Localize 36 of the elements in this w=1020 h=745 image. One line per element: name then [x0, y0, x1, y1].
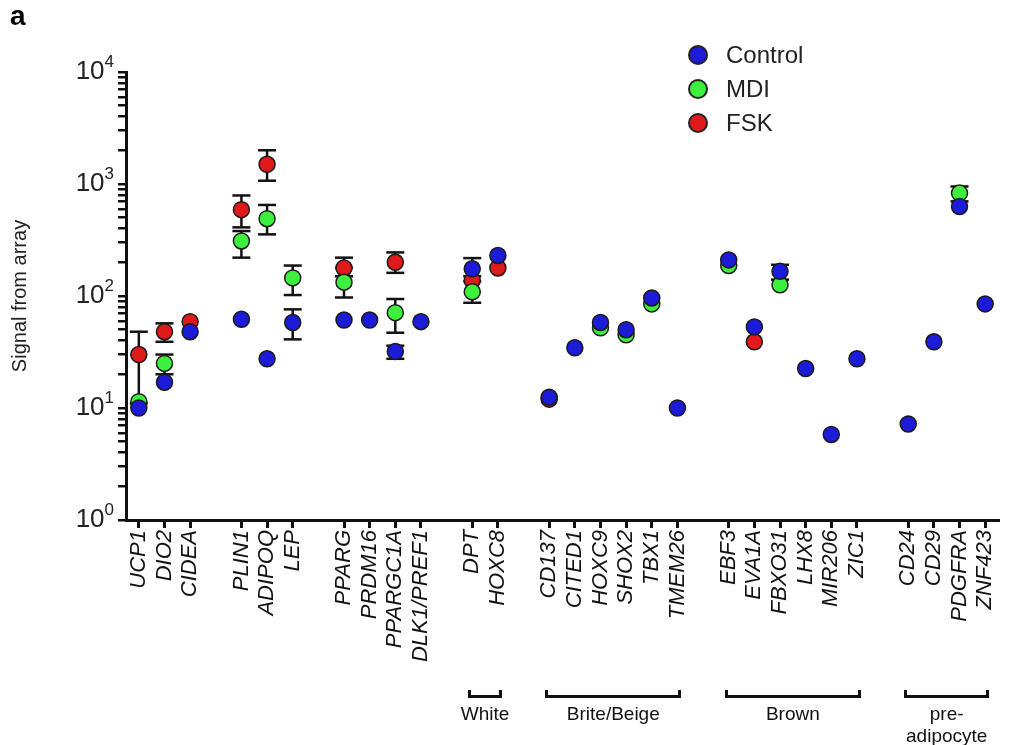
x-tick-label: CD24 — [894, 530, 920, 587]
x-tick-label: DLK1/PREF1 — [407, 530, 433, 663]
x-tick-label: DPT — [458, 528, 484, 574]
x-tick-label: PLIN1 — [227, 530, 253, 592]
x-tick-label: ADIPOQ — [253, 530, 279, 618]
x-tick-label: HOXC8 — [484, 529, 510, 606]
x-tick-label: HOXC9 — [586, 530, 612, 606]
x-tick-label: CITED1 — [560, 530, 586, 609]
x-tick-label: PPARG — [330, 530, 356, 606]
x-tick-label: LHX8 — [791, 529, 817, 586]
x-tick-label: PPARGC1A — [381, 530, 407, 649]
text: Brown — [764, 703, 821, 725]
x-tick-label: EBF3 — [714, 529, 740, 586]
x-tick-label: CIDEA — [176, 530, 202, 598]
x-tick-label: MIR206 — [817, 529, 843, 608]
x-tick-label: PDGFRA — [945, 530, 971, 622]
y-axis-title: Signal from array — [7, 219, 30, 373]
x-tick-label: TMEM26 — [663, 529, 689, 620]
x-tick-label: ZNF423 — [971, 529, 997, 611]
x-tick-label: UCP1 — [124, 530, 150, 589]
text: White — [459, 703, 511, 725]
legend-label: Control — [726, 41, 804, 69]
x-tick-label: PRDM16 — [355, 529, 381, 620]
x-tick-label: CD137 — [535, 529, 561, 599]
x-tick-label: TBX1 — [637, 530, 663, 586]
x-tick-label: ZIC1 — [843, 530, 869, 579]
x-tick-label: DIO2 — [150, 530, 176, 582]
text: Brite/Beige — [565, 703, 661, 725]
x-tick-label: SHOX2 — [612, 530, 638, 605]
legend-label: FSK — [726, 109, 773, 137]
x-tick-label: LEP — [278, 529, 304, 572]
chart-title: a — [10, 0, 26, 32]
legend-label: MDI — [726, 75, 770, 103]
x-tick-label: EVA1A — [740, 530, 766, 600]
x-tick-label: FBXO31 — [766, 530, 792, 615]
x-tick-label: CD29 — [920, 530, 946, 587]
